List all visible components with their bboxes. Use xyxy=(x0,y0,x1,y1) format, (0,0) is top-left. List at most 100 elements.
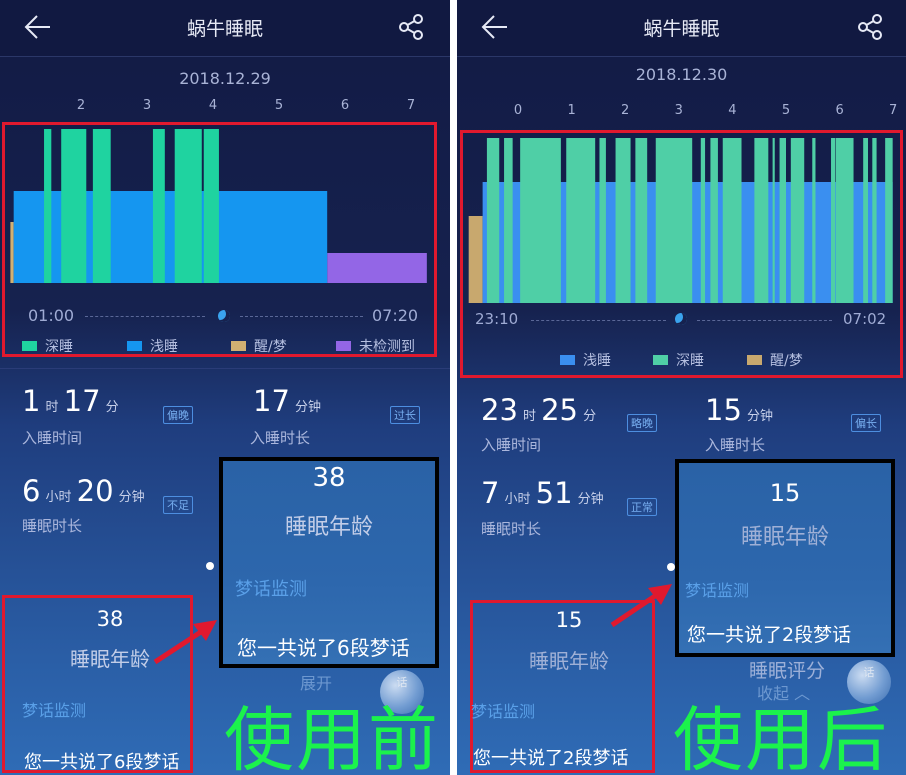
annotation-zoom-box: 38 睡眠年龄 梦话监测 您一共说了6段梦话 xyxy=(219,457,439,668)
segment-wake xyxy=(468,216,483,303)
page-indicator-dot[interactable] xyxy=(667,563,675,571)
legend-item: 醒/梦 xyxy=(747,350,803,370)
segment-deep xyxy=(152,129,165,283)
legend-label: 未检测到 xyxy=(359,339,415,355)
expand-toggle[interactable]: 展开 xyxy=(300,674,333,693)
legend-item: 未检测到 xyxy=(336,336,415,356)
legend-item: 浅睡 xyxy=(560,350,611,370)
annotation-red-box xyxy=(460,130,903,378)
legend-swatch xyxy=(231,341,246,351)
stat-label: 睡眠时长 xyxy=(22,517,83,535)
segment-deep xyxy=(61,129,87,283)
legend-label: 深睡 xyxy=(45,339,73,355)
segment-deep xyxy=(872,138,877,303)
sleep-score-label: 睡眠评分 xyxy=(749,660,826,682)
segment-deep xyxy=(203,129,219,283)
legend-item: 深睡 xyxy=(653,350,704,370)
dream-talk-count: 您一共说了2段梦话 xyxy=(687,624,852,646)
stat-fall-asleep: 17 分钟 xyxy=(253,384,321,418)
dream-talk-count: 您一共说了6段梦话 xyxy=(237,636,410,660)
segment-deep xyxy=(812,138,816,303)
stat-value: 1 xyxy=(22,384,41,418)
segment-deep xyxy=(772,138,775,303)
stat-value: 7 xyxy=(481,476,500,510)
annotation-label: 使用前 xyxy=(224,699,440,775)
stat-value: 51 xyxy=(535,476,573,510)
date-label[interactable]: 2018.12.30 xyxy=(635,65,728,84)
floating-chat-bubble[interactable]: 话 xyxy=(380,670,424,714)
stat-value: 15 xyxy=(705,393,742,427)
segment-deep xyxy=(655,138,693,303)
end-time: 07:02 xyxy=(843,310,887,328)
timeline-dash xyxy=(240,316,363,317)
segment-deep xyxy=(835,138,854,303)
hour-tick-label: 1 xyxy=(567,103,576,118)
end-time: 07:20 xyxy=(372,306,419,325)
legend-label: 浅睡 xyxy=(583,353,611,369)
dream-talk-title[interactable]: 梦话监测 xyxy=(22,701,87,720)
stat-value: 17 xyxy=(63,384,101,418)
segment-deep xyxy=(615,138,631,303)
page-title: 蜗牛睡眠 xyxy=(643,18,720,40)
segment-deep xyxy=(754,138,769,303)
page-indicator-dot[interactable] xyxy=(206,562,214,570)
header xyxy=(0,0,450,57)
sleep-age-value: 38 xyxy=(312,463,346,493)
segment-deep xyxy=(722,138,742,303)
moon-icon xyxy=(218,310,230,322)
share-icon[interactable] xyxy=(396,12,426,42)
segment-deep xyxy=(92,129,111,283)
timeline-dash xyxy=(697,320,832,321)
collapse-toggle[interactable]: 收起 ︿ xyxy=(757,684,811,703)
stat-sleep-time: 23 时 25 分 xyxy=(481,393,596,427)
status-badge: 略晚 xyxy=(627,414,657,432)
legend-item: 浅睡 xyxy=(127,336,178,356)
dream-talk-title: 梦话监测 xyxy=(685,581,750,600)
legend-swatch xyxy=(127,341,142,351)
segment-deep xyxy=(710,138,718,303)
stat-sleep-time: 1 时 17 分 xyxy=(22,384,119,418)
stat-unit: 时 xyxy=(523,409,537,424)
arrow-left-icon[interactable] xyxy=(22,12,54,42)
legend-label: 浅睡 xyxy=(150,339,178,355)
legend-swatch xyxy=(22,341,37,351)
timeline-dash xyxy=(85,316,205,317)
arrow-left-icon[interactable] xyxy=(479,12,511,42)
stat-value: 25 xyxy=(541,393,579,427)
dream-talk-title: 梦话监测 xyxy=(235,579,307,600)
stat-unit: 小时 xyxy=(45,490,72,505)
segment-deep xyxy=(779,138,786,303)
status-badge: 偏晚 xyxy=(163,406,193,424)
timeline-dash xyxy=(531,320,666,321)
dream-talk-title[interactable]: 梦话监测 xyxy=(471,702,536,721)
stat-value: 20 xyxy=(76,474,114,508)
status-badge: 过长 xyxy=(390,406,420,424)
share-icon[interactable] xyxy=(855,12,885,42)
segment-wake xyxy=(10,222,14,283)
legend-swatch xyxy=(747,355,762,365)
floating-chat-bubble[interactable]: 话 xyxy=(847,660,891,704)
stat-unit: 分 xyxy=(583,409,597,424)
stat-unit: 时 xyxy=(45,400,59,415)
before-screen: 蜗牛睡眠 2018.12.29 2 3 4 5 6 7 01:00 07:20 深睡 浅睡… xyxy=(0,0,450,775)
dream-talk-count: 您一共说了2段梦话 xyxy=(473,748,629,769)
date-label[interactable]: 2018.12.29 xyxy=(179,69,271,88)
stat-duration: 6 小时 20 分钟 xyxy=(22,474,145,508)
header xyxy=(457,0,906,57)
segment-deep xyxy=(635,138,648,303)
stat-label: 入睡时长 xyxy=(250,429,311,447)
hour-tick-label: 6 xyxy=(835,103,844,118)
segment-deep xyxy=(520,138,561,303)
sleep-age-label: 睡眠年龄 xyxy=(529,649,609,673)
segment-deep xyxy=(885,138,893,303)
stat-unit: 分钟 xyxy=(295,400,322,415)
hour-tick-label: 0 xyxy=(513,103,523,118)
legend-item: 深睡 xyxy=(22,336,73,356)
stat-unit: 分钟 xyxy=(118,490,145,505)
sleep-age-label: 睡眠年龄 xyxy=(284,515,373,540)
hour-tick-label: 5 xyxy=(781,103,791,118)
legend-item: 醒/梦 xyxy=(231,336,287,356)
hour-tick-label: 2 xyxy=(76,98,86,113)
legend-swatch xyxy=(653,355,668,365)
